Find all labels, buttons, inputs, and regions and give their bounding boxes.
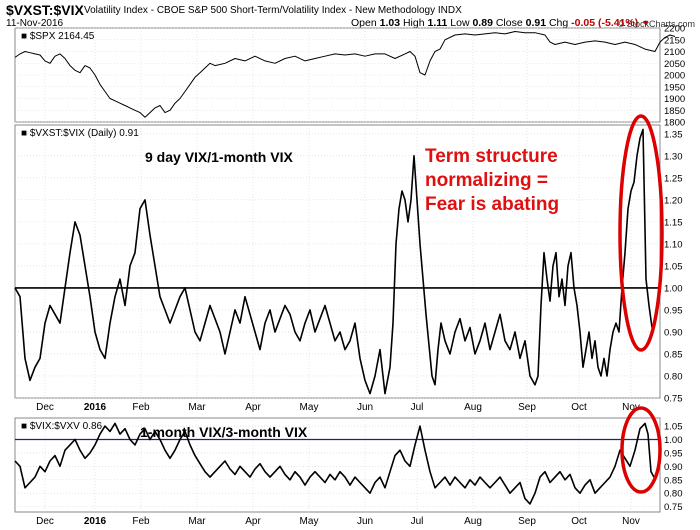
x-tick-label: Nov	[622, 516, 640, 527]
y-tick-label: 0.75	[664, 502, 683, 513]
highlight-ellipse	[618, 114, 664, 352]
chart-annotation: 1-month VIX/3-month VIX	[140, 424, 308, 440]
x-tick-label: Jun	[357, 402, 373, 413]
close-value: 0.91	[525, 17, 547, 29]
y-tick-label: 0.85	[664, 349, 683, 360]
x-tick-label: Dec	[36, 516, 54, 527]
x-tick-label: Jun	[357, 516, 373, 527]
low-value: 0.89	[472, 17, 493, 29]
x-tick-label: Feb	[132, 516, 150, 527]
y-tick-label: 2050	[664, 59, 685, 70]
y-tick-label: 0.80	[664, 489, 683, 500]
open-value: 1.03	[379, 17, 401, 29]
x-tick-label: Mar	[188, 516, 206, 527]
x-tick-label: Dec	[36, 402, 54, 413]
chg-label: Chg	[548, 17, 569, 29]
callout-text: Term structure	[425, 146, 558, 167]
panel-legend: ■ $SPX 2164.45	[21, 31, 95, 42]
panel-legend: ■ $VXST:$VIX (Daily) 0.91	[21, 128, 139, 139]
y-tick-label: 0.90	[664, 462, 683, 473]
x-tick-label: Feb	[132, 402, 150, 413]
x-tick-label: Apr	[245, 516, 261, 527]
panel-legend: ■ $VIX:$VXV 0.86	[21, 421, 103, 432]
callout-text: Fear is abating	[425, 194, 559, 215]
y-tick-label: 2000	[664, 71, 685, 82]
y-tick-label: 1.35	[664, 129, 683, 140]
copyright-label: © StockCharts.com	[617, 19, 695, 29]
y-tick-label: 1.05	[664, 422, 683, 433]
close-label: Close	[495, 17, 523, 29]
x-tick-label: Jul	[411, 402, 424, 413]
y-tick-label: 1.25	[664, 173, 683, 184]
low-label: Low	[450, 17, 470, 29]
chart-date: 11-Nov-2016	[6, 18, 64, 29]
down-triangle-icon: ▼	[641, 18, 651, 28]
highlight-ellipse	[620, 406, 662, 494]
y-tick-label: 1.00	[664, 283, 683, 294]
x-tick-label: Nov	[622, 402, 640, 413]
x-tick-label: Sep	[518, 516, 536, 527]
y-tick-label: 0.90	[664, 327, 683, 338]
y-tick-label: 2200	[664, 24, 685, 35]
y-tick-label: 1.20	[664, 195, 683, 206]
callout-text: normalizing =	[425, 170, 548, 191]
y-tick-label: 1800	[664, 118, 685, 129]
x-tick-label: May	[300, 516, 319, 527]
y-tick-label: 1.30	[664, 151, 683, 162]
x-tick-label: Apr	[245, 402, 261, 413]
y-tick-label: 0.95	[664, 305, 683, 316]
y-tick-label: 0.95	[664, 448, 683, 459]
x-tick-label: Sep	[518, 402, 536, 413]
panel-frame	[14, 417, 661, 513]
y-tick-label: 1.15	[664, 217, 683, 228]
x-tick-label: 2016	[84, 402, 107, 413]
high-value: 1.11	[427, 17, 448, 29]
y-tick-label: 1950	[664, 82, 685, 93]
series-line	[14, 31, 676, 118]
chart-symbol: $VXST:$VIX	[6, 2, 84, 18]
x-tick-label: Jul	[411, 516, 424, 527]
open-label: Open	[351, 17, 377, 29]
chg-value: -0.05 (-5.41%)	[571, 17, 639, 29]
chart-description: Volatility Index - CBOE S&P 500 Short-Te…	[84, 5, 462, 16]
y-tick-label: 1.00	[664, 435, 683, 446]
y-tick-label: 1850	[664, 106, 685, 117]
ohlc-stats: Open 1.03 High 1.11 Low 0.89 Close 0.91 …	[351, 17, 650, 29]
x-tick-label: May	[300, 402, 319, 413]
x-tick-label: Aug	[464, 516, 482, 527]
y-tick-label: 0.75	[664, 394, 683, 405]
x-tick-label: Aug	[464, 402, 482, 413]
y-tick-label: 0.85	[664, 475, 683, 486]
panel-frame	[14, 124, 661, 399]
x-tick-label: Mar	[188, 402, 206, 413]
y-tick-label: 0.80	[664, 371, 683, 382]
x-tick-label: Oct	[571, 402, 587, 413]
y-tick-label: 1.10	[664, 239, 683, 250]
y-tick-label: 2100	[664, 47, 685, 58]
high-label: High	[402, 17, 425, 29]
y-tick-label: 1.05	[664, 261, 683, 272]
series-line	[14, 128, 653, 395]
x-tick-label: 2016	[84, 516, 107, 527]
x-tick-label: Oct	[571, 516, 587, 527]
y-tick-label: 2150	[664, 35, 685, 46]
chart-annotation: 9 day VIX/1-month VIX	[145, 149, 293, 165]
series-line	[14, 422, 655, 505]
y-tick-label: 1900	[664, 94, 685, 105]
